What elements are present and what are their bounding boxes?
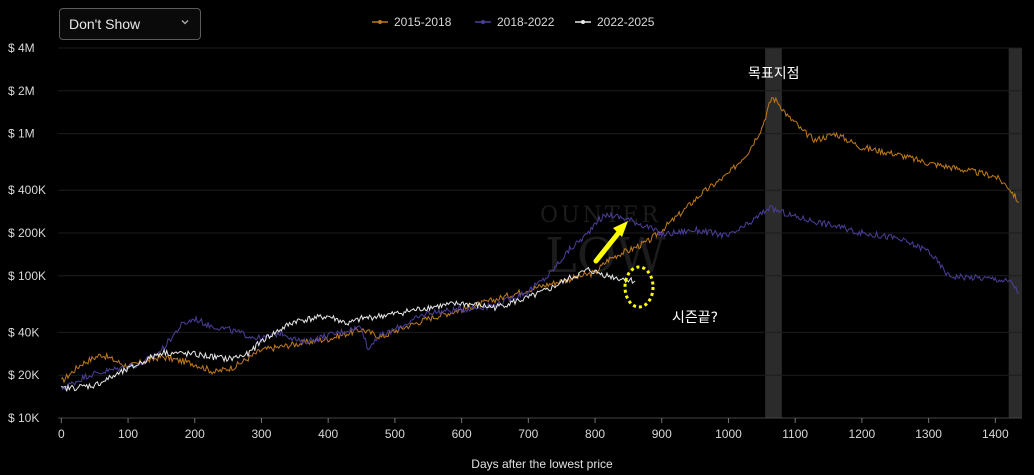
y-axis: $ 10K $ 20K $ 40K $ 100K $ 200K $ 400K $ 1M $ 2… [8, 41, 46, 425]
y-tick-label: $ 100K [8, 269, 46, 283]
legend: 2015-2018 2018-2022 2022-2025 [372, 15, 655, 29]
y-tick-label: $ 10K [8, 411, 39, 425]
season-end-label: 시즌끝? [672, 310, 718, 326]
period-select-value: Don't Show [69, 16, 141, 32]
target-point-label: 목표지점 [748, 66, 800, 82]
y-tick-label: $ 200K [8, 226, 46, 240]
x-tick-label: 800 [585, 427, 605, 441]
x-tick-label: 1200 [849, 427, 876, 441]
x-tick-label: 200 [185, 427, 205, 441]
annotations: 목표지점 시즌끝? [593, 66, 800, 326]
chevron-down-icon [181, 20, 189, 25]
x-tick-label: 1400 [982, 427, 1009, 441]
x-tick-label: 600 [452, 427, 472, 441]
y-tick-label: $ 20K [8, 368, 39, 382]
x-tick-label: 0 [58, 427, 65, 441]
series-lines [60, 96, 1019, 392]
y-tick-label: $ 2M [8, 84, 35, 98]
x-tick-label: 100 [118, 427, 138, 441]
y-tick-label: $ 4M [8, 41, 35, 55]
x-tick-label: 700 [518, 427, 538, 441]
series-line-2022-2025 [61, 266, 636, 392]
x-tick-label: 400 [318, 427, 338, 441]
legend-marker [378, 20, 382, 24]
y-tick-label: $ 1M [8, 127, 35, 141]
y-tick-label: $ 40K [8, 325, 39, 339]
series-line-2018-2022 [60, 205, 1019, 391]
x-tick-label: 500 [385, 427, 405, 441]
series-line-2015-2018 [60, 96, 1019, 384]
x-tick-label: 1300 [915, 427, 942, 441]
x-tick-label: 300 [251, 427, 271, 441]
grid-lines [58, 47, 1022, 419]
trend-arrow-shaft [593, 228, 623, 264]
x-axis-label: Days after the lowest price [471, 457, 613, 471]
x-axis: 0 100 200 300 400 500 600 700 800 900 1000 1100 1200… [58, 417, 1022, 441]
legend-marker [481, 20, 485, 24]
x-tick-label: 1000 [715, 427, 742, 441]
legend-label[interactable]: 2015-2018 [394, 15, 452, 29]
trend-arrow-head [613, 221, 628, 237]
period-select-dropdown[interactable]: Don't Show [59, 8, 201, 40]
legend-label[interactable]: 2022-2025 [597, 15, 655, 29]
season-end-circle [623, 265, 655, 309]
y-tick-label: $ 400K [8, 183, 46, 197]
legend-marker [581, 20, 585, 24]
x-tick-label: 900 [652, 427, 672, 441]
legend-label[interactable]: 2018-2022 [497, 15, 555, 29]
x-tick-label: 1100 [782, 427, 808, 441]
svg-text:OUNTER: OUNTER [540, 203, 661, 228]
